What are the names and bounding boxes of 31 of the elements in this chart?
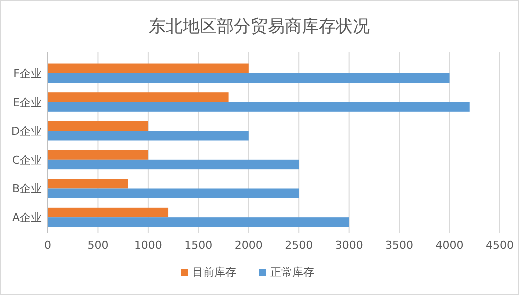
- x-tick-label: 3000: [335, 239, 364, 252]
- x-tick-label: 2000: [234, 239, 263, 252]
- y-tick-label: B企业: [12, 182, 42, 196]
- legend-label: 正常库存: [270, 266, 314, 279]
- x-tick-label: 4000: [436, 239, 464, 252]
- x-tick-label: 3500: [386, 239, 414, 252]
- bar: [48, 131, 249, 141]
- y-tick-label: E企业: [13, 96, 42, 110]
- bar: [48, 188, 300, 198]
- y-tick-label: D企业: [12, 125, 42, 138]
- x-tick-label: 1500: [184, 239, 213, 252]
- bar: [48, 160, 300, 170]
- bar: [48, 121, 148, 132]
- bar: [48, 92, 229, 102]
- x-tick-label: 1000: [134, 239, 162, 252]
- y-tick-label: A企业: [12, 212, 42, 225]
- bar: [48, 102, 470, 112]
- x-tick-label: 4500: [486, 239, 514, 252]
- y-tick-label: C企业: [12, 154, 42, 167]
- bar: [48, 179, 128, 189]
- legend-label: 目前库存: [192, 266, 236, 279]
- y-tick-label: F企业: [14, 67, 42, 80]
- x-tick-label: 0: [44, 239, 52, 252]
- x-tick-label: 2500: [285, 239, 314, 252]
- bar: [48, 64, 249, 74]
- x-tick-label: 500: [88, 239, 109, 252]
- bar: [48, 208, 169, 218]
- chart-title: 东北地区部分贸易商库存状况: [149, 17, 370, 37]
- bar: [48, 150, 148, 160]
- bar: [48, 218, 350, 228]
- bar: [48, 73, 450, 84]
